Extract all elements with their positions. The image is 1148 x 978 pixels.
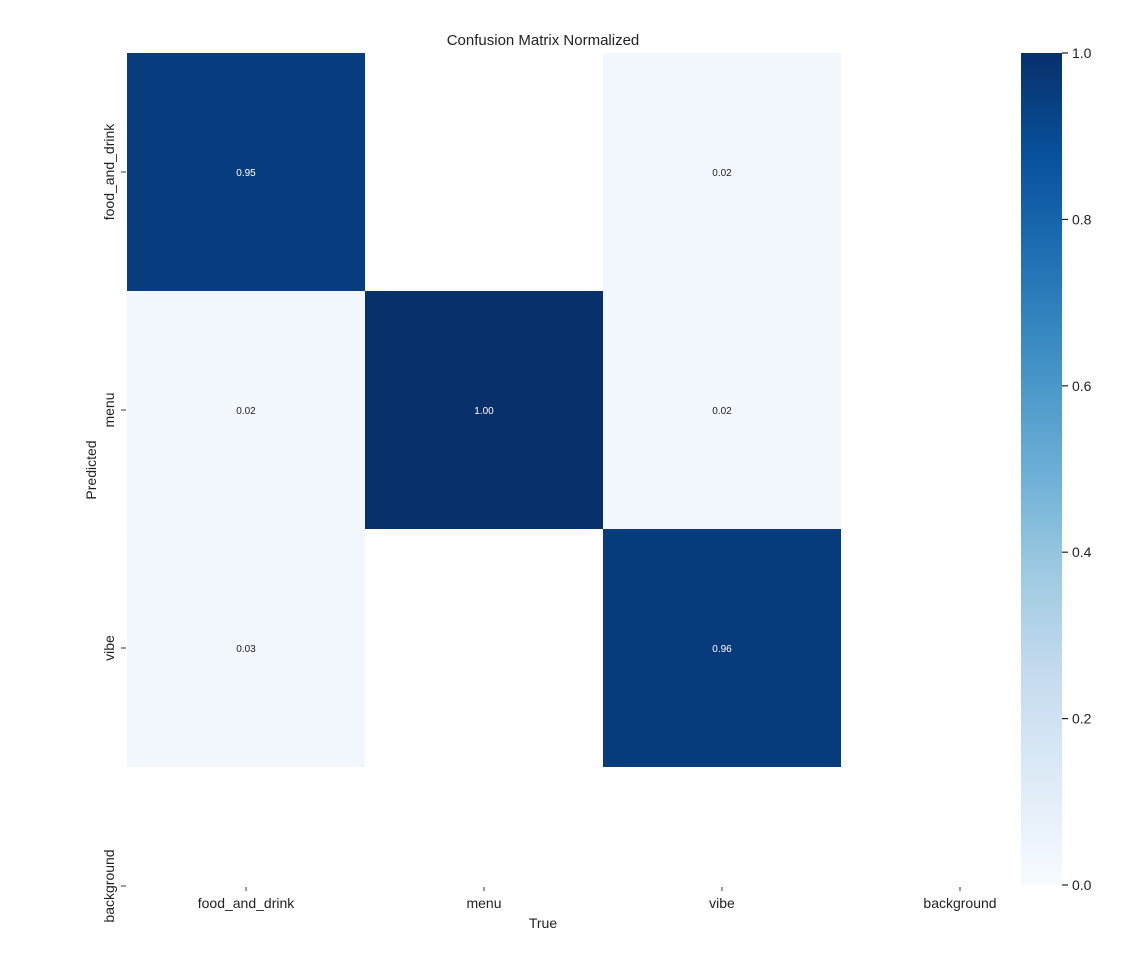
cell-value-label: 0.03 xyxy=(236,644,256,655)
colorbar-ticks: 0.0 0.2 0.4 0.6 0.8 1.0 xyxy=(1062,45,1092,893)
cell-value-label: 1.00 xyxy=(474,406,494,417)
y-axis-label: Predicted xyxy=(83,440,99,499)
cell-value-label: 0.02 xyxy=(712,406,732,417)
cell-value-label: 0.02 xyxy=(236,406,256,417)
x-axis-ticks: food_and_drink menu vibe background xyxy=(198,887,997,911)
colorbar-tick-label: 1.0 xyxy=(1072,45,1092,61)
x-tick-label-vibe: vibe xyxy=(709,895,735,911)
x-tick-label-background: background xyxy=(923,895,996,911)
heatmap-cell-labels: 0.95 0.02 0.02 1.00 0.02 0.03 0.96 xyxy=(236,168,732,655)
cell-value-label: 0.95 xyxy=(236,168,256,179)
heatmap-cell-food_and_drink-food_and_drink xyxy=(127,53,365,291)
heatmap-cell-menu-vibe xyxy=(603,291,841,529)
colorbar-tick-label: 0.4 xyxy=(1072,544,1092,560)
heatmap-cell-menu-menu xyxy=(365,291,603,529)
colorbar-tick-label: 0.6 xyxy=(1072,378,1092,394)
heatmap-cell-vibe-food_and_drink xyxy=(127,529,365,767)
x-tick-label-menu: menu xyxy=(466,895,501,911)
colorbar-tick-label: 0.2 xyxy=(1072,711,1092,727)
colorbar xyxy=(1021,53,1062,885)
colorbar-tick-label: 0.0 xyxy=(1072,877,1092,893)
heatmap-cell-food_and_drink-vibe xyxy=(603,53,841,291)
y-tick-label-vibe: vibe xyxy=(101,635,117,661)
cell-value-label: 0.96 xyxy=(712,644,732,655)
x-tick-label-food_and_drink: food_and_drink xyxy=(198,895,296,911)
colorbar-gradient xyxy=(1021,53,1062,885)
heatmap-cells xyxy=(127,53,841,767)
y-tick-label-background: background xyxy=(101,849,117,922)
heatmap-cell-vibe-vibe xyxy=(603,529,841,767)
colorbar-tick-label: 0.8 xyxy=(1072,211,1092,227)
y-tick-label-menu: menu xyxy=(101,392,117,427)
y-tick-label-food_and_drink: food_and_drink xyxy=(101,123,117,221)
cell-value-label: 0.02 xyxy=(712,168,732,179)
chart-title: Confusion Matrix Normalized xyxy=(447,32,640,49)
heatmap-cell-menu-food_and_drink xyxy=(127,291,365,529)
x-axis-label: True xyxy=(529,915,557,931)
